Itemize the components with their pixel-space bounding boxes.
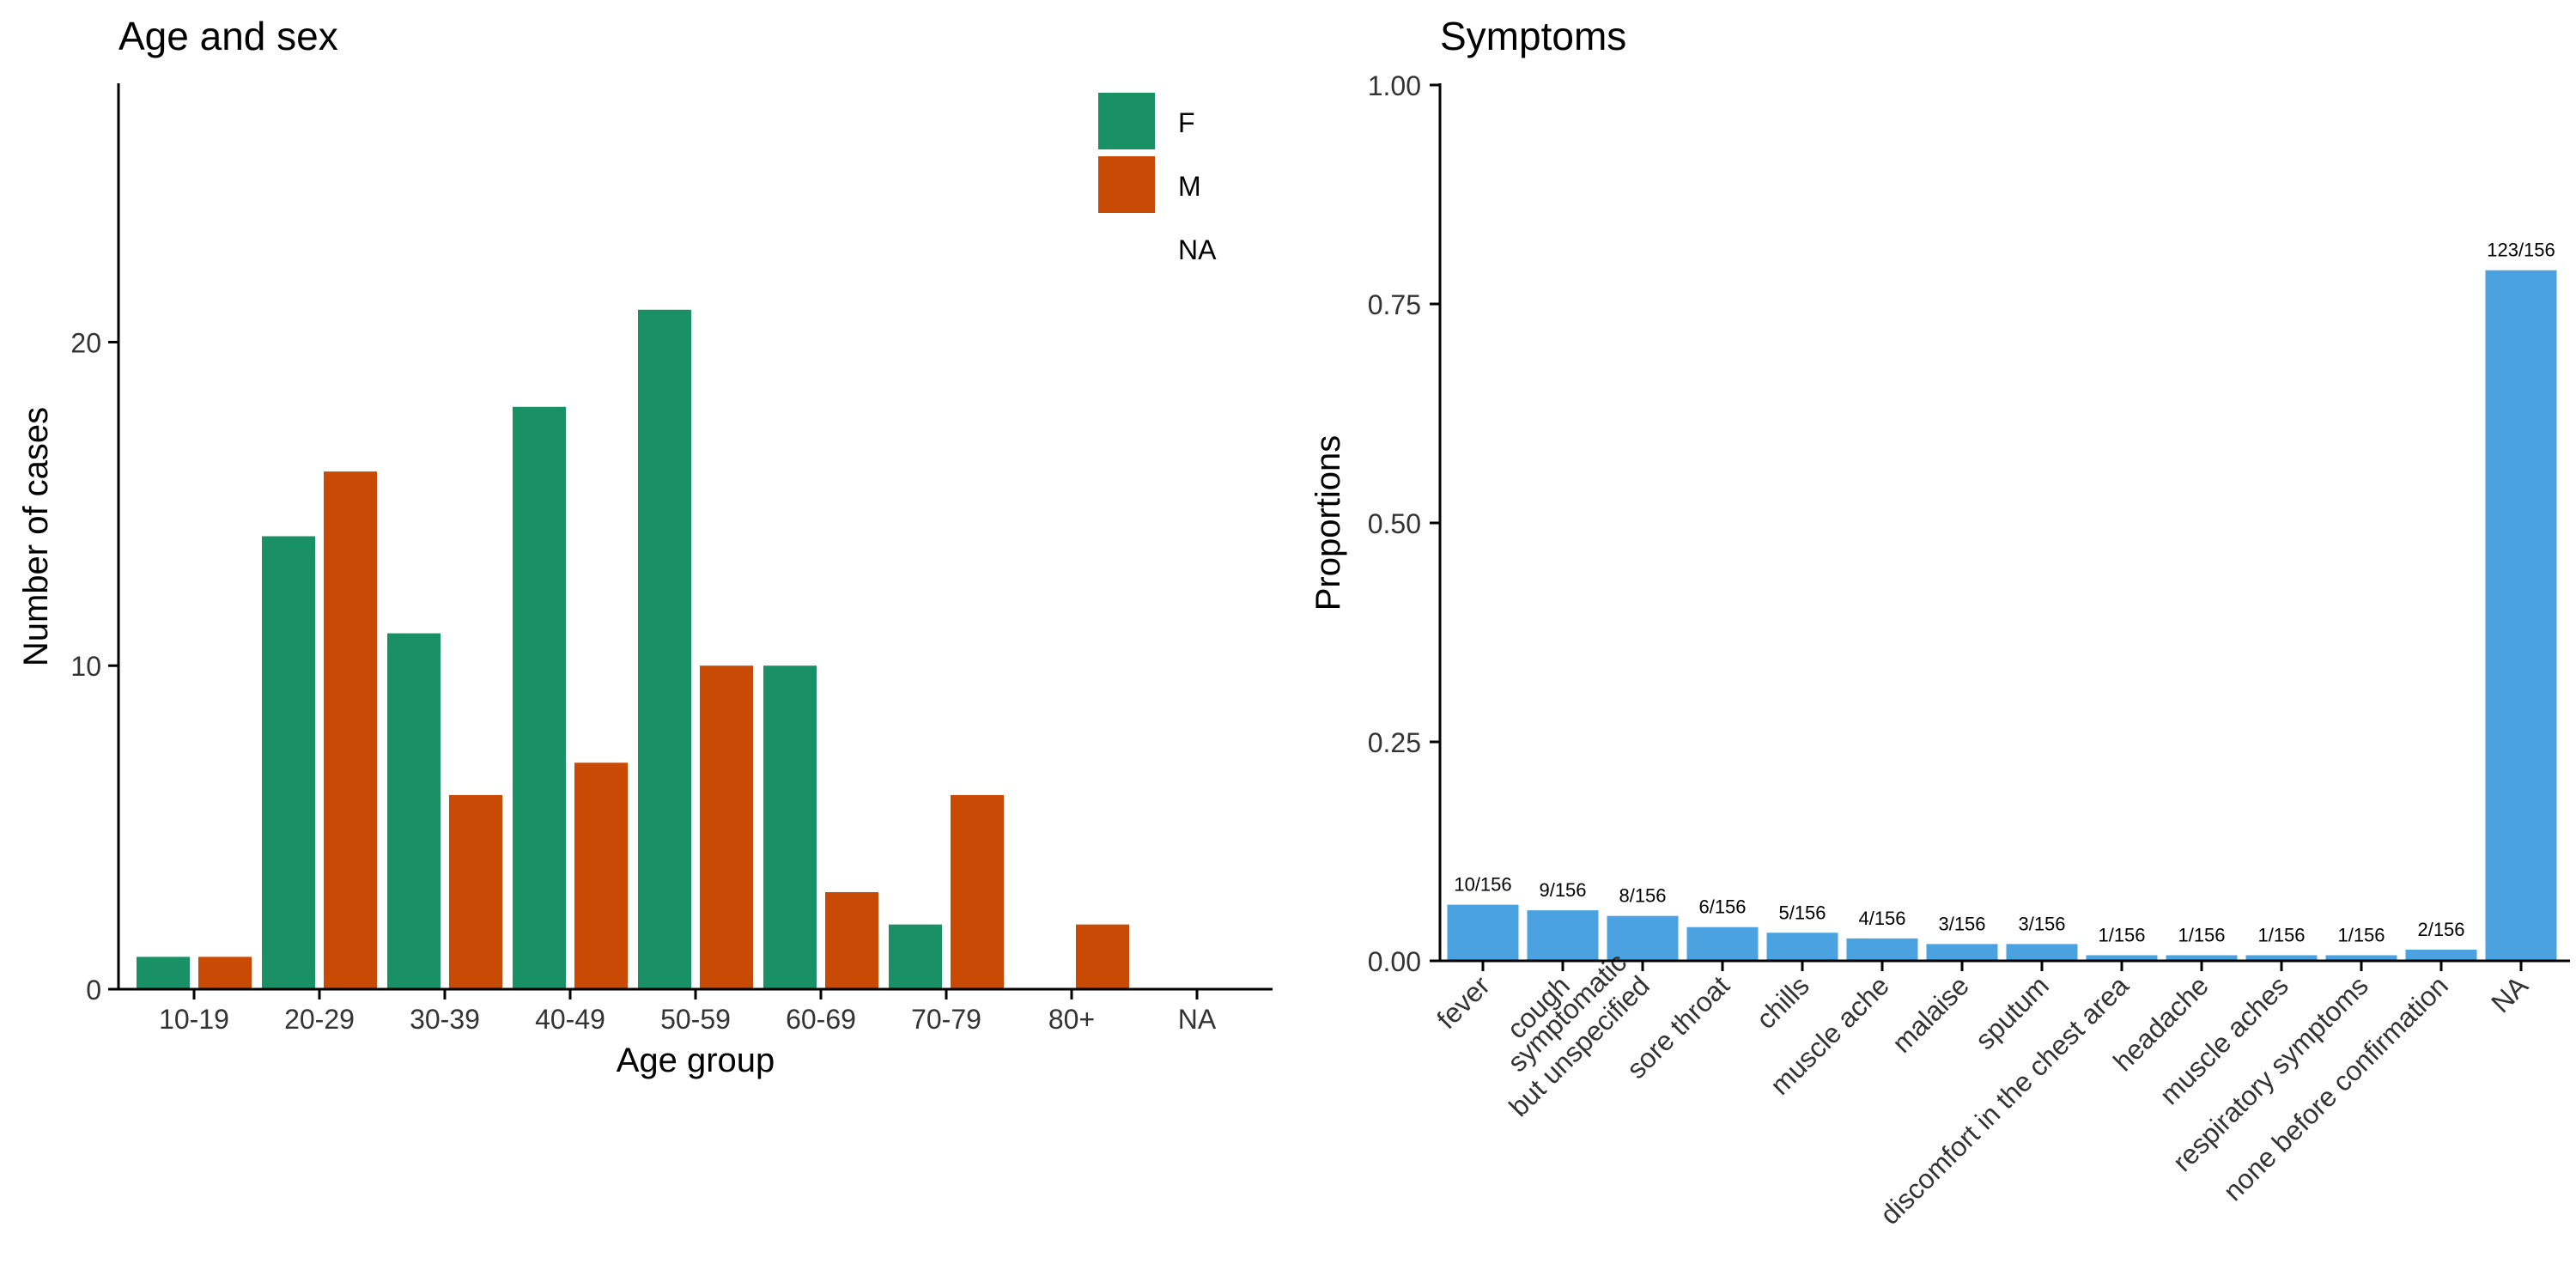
bar-f-30-39 bbox=[387, 633, 440, 989]
x-tick-label: 70-79 bbox=[911, 1004, 981, 1035]
symptoms-bars: 10/156 9/156 8/156 6/156 5/156 4/156 3/156 3/15… bbox=[1447, 240, 2557, 962]
x-tick-label: fever bbox=[1431, 969, 1496, 1035]
symptoms-panel: Symptoms Proportions 0.00 0.25 0.50 0.75 1.0… bbox=[1309, 14, 2570, 1230]
x-tick-label: malaise bbox=[1886, 969, 1975, 1058]
age-sex-y-axis-ticks: 0 10 20 bbox=[70, 327, 118, 1005]
bar-f-40-49 bbox=[513, 406, 566, 989]
data-label: 6/156 bbox=[1698, 896, 1746, 918]
symptoms-y-axis-ticks: 0.00 0.25 0.50 0.75 1.00 bbox=[1368, 70, 1440, 977]
data-label: 1/156 bbox=[2098, 924, 2145, 945]
bar-m-70-79 bbox=[951, 794, 1004, 989]
data-label: 1/156 bbox=[2337, 924, 2385, 945]
bar-cough bbox=[1527, 910, 1599, 961]
x-tick-label: 30-39 bbox=[410, 1004, 480, 1035]
age-sex-bars bbox=[137, 309, 1129, 989]
x-tick-label: chills bbox=[1750, 969, 1815, 1035]
x-tick-label: 50-59 bbox=[660, 1004, 731, 1035]
bar-respiratory-symptoms bbox=[2325, 955, 2397, 961]
y-tick-label: 10 bbox=[70, 651, 101, 682]
bar-discomfort-in-the-chest-area bbox=[2086, 955, 2158, 961]
symptoms-title: Symptoms bbox=[1440, 14, 1626, 58]
age-sex-x-axis-ticks: 10-19 20-29 30-39 40-49 50-59 60-69 70-79 80+ NA bbox=[159, 989, 1217, 1035]
bar-headache bbox=[2166, 955, 2238, 961]
data-label: 123/156 bbox=[2487, 240, 2555, 261]
bar-fever bbox=[1447, 904, 1519, 961]
bar-f-10-19 bbox=[137, 957, 190, 989]
x-tick-label: 60-69 bbox=[786, 1004, 856, 1035]
bar-m-40-49 bbox=[574, 762, 628, 989]
x-tick-label: symptomaticbut unspecified bbox=[1479, 947, 1656, 1123]
legend-swatch-m bbox=[1098, 156, 1155, 213]
data-label: 3/156 bbox=[1938, 913, 1985, 934]
bar-muscle-aches bbox=[2245, 955, 2318, 961]
y-tick-label: 0.25 bbox=[1368, 727, 1421, 758]
x-tick-label: NA bbox=[1178, 1004, 1217, 1035]
data-label: 1/156 bbox=[2257, 924, 2305, 945]
x-tick-label: 80+ bbox=[1048, 1004, 1095, 1035]
bar-m-20-29 bbox=[324, 471, 377, 989]
bar-m-50-59 bbox=[700, 665, 753, 989]
y-tick-label: 0.00 bbox=[1368, 946, 1421, 977]
bar-f-50-59 bbox=[638, 309, 691, 989]
age-sex-title: Age and sex bbox=[118, 14, 338, 58]
x-tick-label: 40-49 bbox=[535, 1004, 605, 1035]
bar-f-20-29 bbox=[262, 536, 315, 989]
data-label: 5/156 bbox=[1778, 902, 1826, 923]
x-tick-label: NA bbox=[2485, 969, 2534, 1018]
age-sex-panel: Age and sex Number of cases Age group 0 1… bbox=[17, 14, 1273, 1079]
bar-muscle-ache bbox=[1846, 938, 1918, 961]
bar-m-30-39 bbox=[449, 794, 502, 989]
age-sex-legend: F M NA bbox=[1098, 93, 1217, 265]
bar-malaise bbox=[1926, 944, 1998, 961]
y-tick-label: 1.00 bbox=[1368, 70, 1421, 101]
x-tick-label: 20-29 bbox=[284, 1004, 355, 1035]
legend-label-m: M bbox=[1178, 171, 1201, 202]
data-label: 1/156 bbox=[2178, 924, 2225, 945]
legend-swatch-f bbox=[1098, 93, 1155, 149]
bar-f-60-69 bbox=[763, 665, 817, 989]
bar-sputum bbox=[2006, 944, 2078, 961]
bar-m-80+ bbox=[1076, 924, 1129, 989]
data-label: 10/156 bbox=[1454, 874, 1511, 896]
y-tick-label: 0.50 bbox=[1368, 508, 1421, 539]
y-tick-label: 0 bbox=[86, 975, 101, 1005]
bar-none-before-confirmation bbox=[2405, 949, 2477, 961]
data-label: 4/156 bbox=[1858, 908, 1905, 929]
x-tick-label: 10-19 bbox=[159, 1004, 229, 1035]
data-label: 8/156 bbox=[1619, 885, 1666, 907]
age-sex-xlabel: Age group bbox=[617, 1042, 775, 1079]
symptoms-ylabel: Proportions bbox=[1309, 435, 1347, 611]
bar-f-70-79 bbox=[889, 924, 942, 989]
age-sex-ylabel: Number of cases bbox=[17, 407, 55, 666]
data-label: 2/156 bbox=[2417, 919, 2464, 940]
bar-m-60-69 bbox=[825, 891, 878, 989]
bar-NA bbox=[2485, 270, 2557, 962]
y-tick-label: 0.75 bbox=[1368, 289, 1421, 320]
data-label: 3/156 bbox=[2018, 913, 2065, 934]
bar-chills bbox=[1766, 933, 1838, 961]
bar-symptomatic-but-unspecified bbox=[1607, 915, 1679, 961]
legend-label-f: F bbox=[1178, 107, 1195, 138]
data-label: 9/156 bbox=[1539, 879, 1586, 901]
bar-sore-throat bbox=[1686, 927, 1759, 961]
legend-label-na: NA bbox=[1178, 234, 1217, 265]
y-tick-label: 20 bbox=[70, 327, 101, 358]
bar-m-10-19 bbox=[198, 957, 252, 989]
